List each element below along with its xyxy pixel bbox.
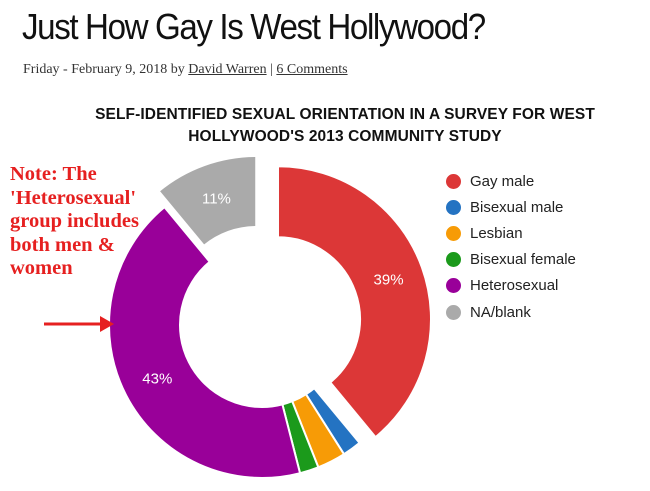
legend-swatch	[446, 173, 461, 189]
legend-item-bisexual-male: Bisexual male	[446, 194, 576, 220]
legend-item-bisexual-female: Bisexual female	[446, 247, 576, 273]
chart-legend: Gay male Bisexual male Lesbian Bisexual fem…	[446, 168, 576, 325]
slice-label-na-blank: 11%	[202, 190, 231, 207]
slice-labels: 39% 43% 11%	[142, 190, 403, 387]
legend-item-na-blank: NA/blank	[446, 299, 576, 325]
annotation-note: Note: The 'Heterosexual' group includes …	[10, 163, 139, 279]
legend-item-lesbian: Lesbian	[446, 220, 576, 246]
donut-slices	[108, 155, 432, 479]
legend-swatch	[446, 278, 461, 294]
legend-label: Gay male	[470, 172, 535, 190]
slice-heterosexual	[108, 205, 302, 479]
legend-swatch	[446, 304, 461, 320]
byline-date: Friday - February 9, 2018 by	[23, 62, 189, 77]
author-link[interactable]: David Warren	[188, 62, 267, 77]
slice-label-gay-male: 39%	[374, 271, 404, 288]
legend-item-gay-male: Gay male	[446, 168, 576, 194]
legend-swatch	[446, 225, 461, 241]
legend-swatch	[446, 199, 461, 215]
chart-title: SELF-IDENTIFIED SEXUAL ORIENTATION IN A …	[95, 106, 595, 145]
legend-label: Heterosexual	[470, 277, 559, 295]
byline-separator: |	[266, 62, 277, 77]
slice-label-heterosexual: 43%	[142, 370, 172, 387]
legend-swatch	[446, 252, 461, 268]
article-title: Just How Gay Is West Hollywood?	[22, 6, 486, 47]
legend-label: Lesbian	[470, 224, 523, 242]
comments-link[interactable]: 6 Comments	[276, 62, 348, 77]
slice-gay-male	[276, 165, 432, 439]
legend-item-heterosexual: Heterosexual	[446, 273, 576, 299]
note-arrow	[44, 316, 114, 332]
article-byline: Friday - February 9, 2018 by David Warre…	[23, 62, 348, 78]
slice-na-blank	[157, 155, 258, 248]
legend-label: Bisexual female	[470, 251, 576, 269]
legend-label: Bisexual male	[470, 198, 564, 216]
legend-label: NA/blank	[470, 303, 531, 321]
